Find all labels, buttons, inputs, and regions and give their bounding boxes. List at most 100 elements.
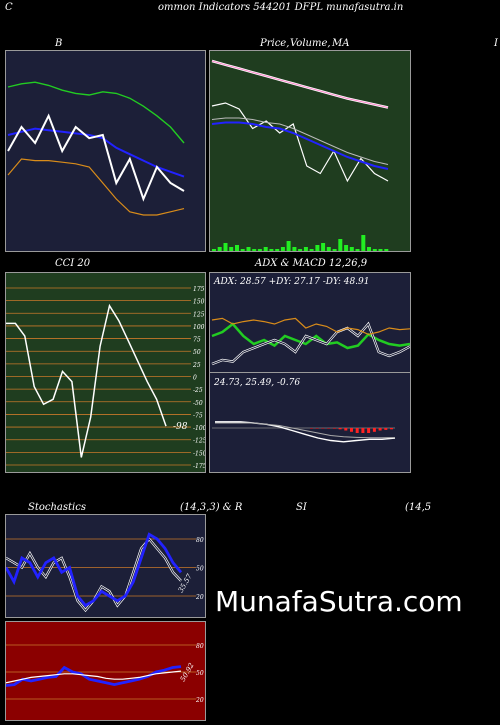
volume-bar — [269, 249, 274, 251]
cci-tick-label: -50 — [193, 400, 203, 407]
cci-tick-label: -150 — [193, 450, 206, 457]
adx-plus-dy-line — [211, 323, 410, 365]
price-title-part3: MA — [332, 38, 350, 49]
cci-tick-label: 0 — [193, 375, 197, 382]
cci-panel: 175 150 125 100 75 50 25 0 -25 -50 -75 -100 -125 -150… — [5, 272, 206, 473]
adx-series-orange — [211, 317, 410, 336]
macd-histogram-bar — [327, 428, 331, 429]
volume-bar — [349, 247, 354, 251]
stoch-tick-label: 20 — [195, 594, 204, 601]
watermark: MunafaSutra.com — [215, 585, 463, 618]
macd-histogram-bar — [350, 428, 353, 432]
macd-readout: 24.73, 25.49, -0.76 — [213, 378, 300, 388]
cci-tick-label: 25 — [192, 362, 201, 369]
volume-bar — [292, 247, 297, 251]
cci-tick-label: -25 — [193, 387, 203, 394]
rsi-params: (14,5 — [405, 502, 432, 513]
bb-series-orange — [7, 158, 185, 216]
page-title: ommon Indicators 544201 DFPL munafasutra… — [158, 2, 404, 13]
stoch-tick-label: 80 — [196, 537, 204, 544]
bb-series-white — [7, 113, 185, 202]
volume-bar — [212, 249, 216, 251]
price-panel — [209, 50, 411, 252]
bb-right-marker: I — [494, 38, 498, 49]
macd-histogram-bar — [390, 428, 393, 430]
cci-tick-label: -125 — [193, 438, 206, 445]
macd-signal-line — [215, 422, 396, 439]
cci-chart: 175 150 125 100 75 50 25 0 -25 -50 -75 -100 -125 -150… — [6, 286, 206, 470]
cci-line — [6, 303, 167, 458]
bollinger-chart — [7, 81, 185, 216]
macd-histogram-bar — [384, 428, 388, 430]
rsi-tick-label: 20 — [195, 697, 204, 704]
bollinger-panel — [5, 50, 206, 252]
macd-histogram-bar — [315, 428, 319, 429]
adx-readout: ADX: 28.57 +DY: 27.17 -DY: 48.91 — [213, 277, 370, 287]
macd-chart: 24.73, 25.49, -0.76 — [212, 378, 396, 443]
cci-tick-label: 100 — [193, 324, 205, 331]
macd-histogram-bar — [378, 428, 382, 431]
volume-bar — [344, 245, 349, 251]
macd-histogram-bar — [355, 428, 359, 433]
stoch-value-label: 35.57 — [177, 572, 194, 594]
volume-bar — [309, 249, 314, 251]
macd-histogram-bar — [332, 428, 336, 429]
macd-histogram-bar — [361, 428, 365, 433]
stoch-k-line — [6, 532, 183, 608]
volume-bar — [355, 249, 360, 251]
rsi-panel: 80 50 20 50.92 — [5, 621, 206, 721]
volume-bar — [338, 239, 343, 251]
volume-bar — [223, 243, 228, 251]
cci-value-label: -98 — [173, 422, 188, 432]
bb-title: B — [55, 38, 63, 49]
rsi-title: SI — [296, 502, 307, 513]
stochastics-panel: 80 50 20 35.57 — [5, 514, 206, 618]
volume-bar — [286, 241, 291, 251]
volume-bar — [229, 247, 234, 251]
cci-title: CCI 20 — [55, 258, 91, 269]
volume-bar — [384, 249, 389, 251]
cci-tick-label: -175 — [193, 463, 206, 470]
stoch-tick-label: 50 — [196, 566, 204, 573]
adx-title: ADX & MACD 12,26,9 — [255, 258, 368, 269]
volume-bar — [246, 247, 251, 251]
rsi-tick-label: 80 — [196, 643, 204, 650]
adx-chart: ADX: 28.57 +DY: 27.17 -DY: 48.91 — [211, 277, 410, 366]
macd-line — [215, 421, 396, 443]
volume-bar — [298, 249, 303, 251]
rsi-tick-label: 50 — [196, 670, 204, 677]
volume-bar — [235, 245, 239, 251]
price-title-part1: Price, — [260, 38, 290, 49]
cci-tick-label: -100 — [193, 425, 206, 432]
rsi-line-white — [6, 670, 182, 684]
macd-histogram-bar — [338, 428, 342, 430]
cci-tick-label: 150 — [193, 299, 205, 306]
volume-bar — [263, 247, 268, 251]
cci-tick-label: 125 — [193, 311, 205, 318]
macd-panel: 24.73, 25.49, -0.76 — [209, 372, 411, 473]
cci-tick-label: -75 — [193, 412, 203, 419]
volume-bar — [315, 245, 320, 251]
price-chart — [211, 59, 389, 251]
macd-histogram-bar — [310, 428, 313, 429]
volume-bar — [321, 243, 326, 251]
cci-tick-label: 50 — [193, 349, 201, 356]
volume-bar — [372, 249, 377, 251]
adx-panel: ADX: 28.57 +DY: 27.17 -DY: 48.91 — [209, 272, 411, 373]
price-series-blue — [211, 121, 389, 170]
volume-bar — [361, 235, 366, 251]
cci-tick-label: 175 — [193, 286, 205, 293]
adx-series-green — [211, 322, 410, 350]
volume-bar — [217, 247, 222, 251]
price-series-grey — [211, 117, 389, 165]
volume-bar — [275, 249, 280, 251]
corner-label: C — [5, 2, 13, 13]
adx-plus-dy-outline — [211, 321, 410, 366]
price-series-white — [211, 102, 389, 183]
macd-histogram-bar — [344, 428, 348, 431]
volume-bar — [332, 249, 337, 251]
price-ma-line — [211, 60, 389, 108]
volume-bar — [303, 247, 308, 251]
